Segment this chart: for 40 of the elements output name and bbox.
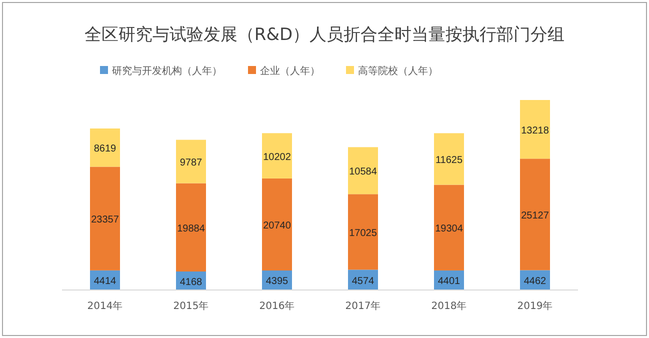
bar <box>348 147 378 194</box>
x-tick-label: 2017年 <box>345 300 381 312</box>
x-tick-label: 2018年 <box>431 300 467 312</box>
x-tick-label: 2019年 <box>517 300 553 312</box>
legend-label: 企业（人年） <box>260 65 320 77</box>
data-label: 4401 <box>438 276 461 288</box>
data-label: 19304 <box>435 224 464 235</box>
bar <box>262 178 292 270</box>
bar <box>176 183 206 272</box>
data-label: 8619 <box>94 144 117 155</box>
bar <box>520 100 550 159</box>
x-tick-label: 2014年 <box>87 300 123 312</box>
data-label: 4574 <box>352 276 375 287</box>
data-label: 4168 <box>180 276 203 288</box>
bar <box>520 158 550 270</box>
bar <box>176 140 206 184</box>
data-label: 13218 <box>521 125 550 136</box>
bar <box>262 133 292 178</box>
data-label: 10202 <box>263 152 292 163</box>
legend-label: 高等院校（人年） <box>358 65 438 77</box>
chart-title: 全区研究与试验发展（R&D）人员折合全时当量按执行部门分组 <box>84 25 565 45</box>
data-label: 4414 <box>94 276 117 288</box>
data-label: 25127 <box>521 210 550 222</box>
bar <box>90 128 120 167</box>
x-tick-label: 2016年 <box>259 300 295 312</box>
legend-label: 研究与开发机构（人年） <box>112 65 222 77</box>
data-label: 20740 <box>263 220 292 232</box>
x-tick-label: 2015年 <box>173 300 209 312</box>
data-label: 4395 <box>266 276 289 288</box>
data-label: 9787 <box>180 158 203 169</box>
data-label: 19884 <box>177 223 206 234</box>
bar <box>90 166 120 270</box>
data-label: 10584 <box>349 166 378 178</box>
bar <box>348 194 378 270</box>
data-label: 11625 <box>435 154 463 166</box>
bar <box>434 184 464 270</box>
bar <box>434 133 464 185</box>
data-label: 4462 <box>524 276 547 288</box>
data-label: 23357 <box>91 214 120 226</box>
data-label: 17025 <box>349 228 378 239</box>
